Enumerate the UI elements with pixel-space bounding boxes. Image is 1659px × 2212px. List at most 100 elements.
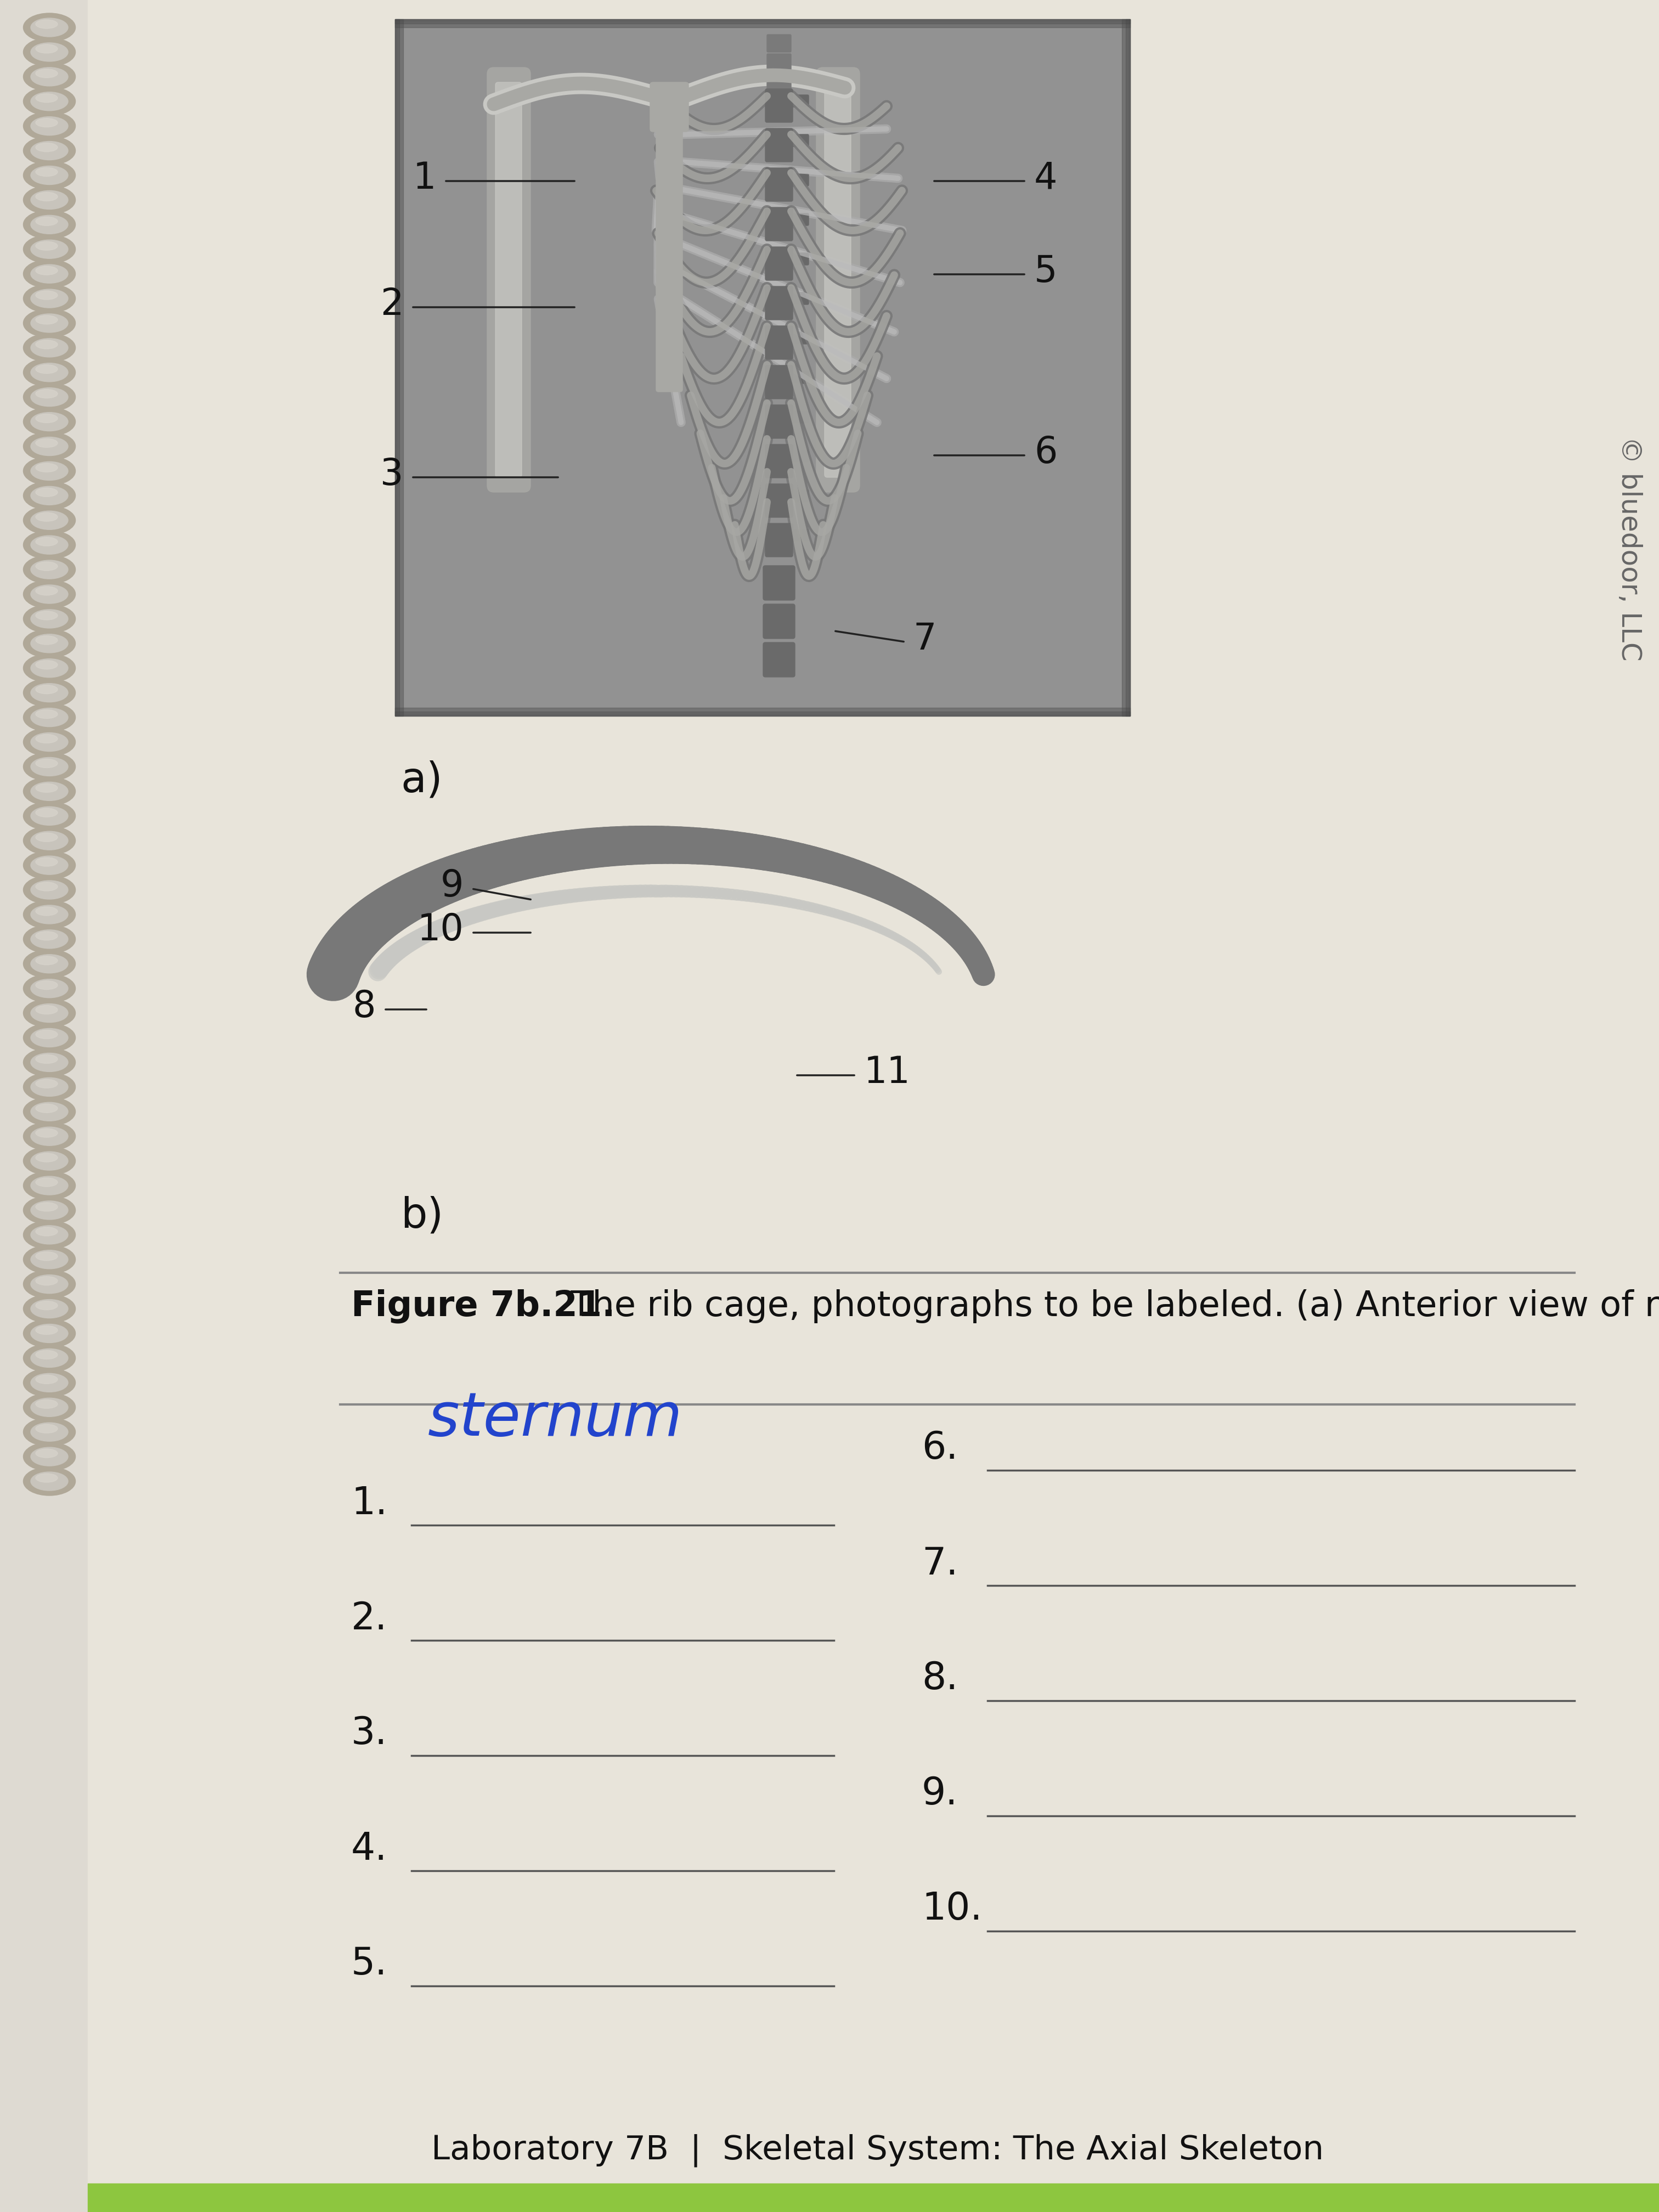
Text: sternum: sternum — [428, 1389, 684, 1449]
Ellipse shape — [32, 783, 68, 801]
Ellipse shape — [35, 69, 58, 77]
FancyBboxPatch shape — [763, 641, 795, 677]
Ellipse shape — [32, 1225, 68, 1243]
Text: 5.: 5. — [352, 1947, 388, 1982]
Ellipse shape — [32, 190, 68, 210]
FancyBboxPatch shape — [650, 82, 688, 133]
FancyBboxPatch shape — [765, 484, 793, 518]
Ellipse shape — [32, 487, 68, 504]
FancyBboxPatch shape — [766, 135, 785, 146]
Ellipse shape — [32, 1053, 68, 1071]
Ellipse shape — [32, 363, 68, 383]
Ellipse shape — [23, 1048, 75, 1077]
Ellipse shape — [23, 482, 75, 511]
Ellipse shape — [32, 856, 68, 874]
Bar — [395, 712, 1130, 717]
Text: 9: 9 — [440, 867, 463, 905]
Ellipse shape — [35, 1128, 58, 1137]
FancyBboxPatch shape — [765, 445, 793, 478]
Ellipse shape — [35, 93, 58, 102]
Ellipse shape — [35, 1079, 58, 1088]
Ellipse shape — [23, 1172, 75, 1199]
Ellipse shape — [23, 234, 75, 263]
Ellipse shape — [35, 117, 58, 126]
Ellipse shape — [23, 1467, 75, 1495]
FancyBboxPatch shape — [790, 529, 808, 542]
Ellipse shape — [35, 365, 58, 374]
Ellipse shape — [32, 142, 68, 159]
Ellipse shape — [32, 1004, 68, 1022]
Ellipse shape — [32, 953, 68, 973]
Ellipse shape — [35, 834, 58, 843]
Ellipse shape — [23, 1097, 75, 1126]
Ellipse shape — [35, 980, 58, 989]
Ellipse shape — [32, 560, 68, 580]
Ellipse shape — [23, 628, 75, 657]
Ellipse shape — [23, 431, 75, 460]
Ellipse shape — [23, 38, 75, 66]
Text: 3.: 3. — [352, 1714, 388, 1752]
Ellipse shape — [35, 538, 58, 546]
Ellipse shape — [35, 611, 58, 619]
Ellipse shape — [35, 883, 58, 891]
Ellipse shape — [23, 210, 75, 239]
FancyBboxPatch shape — [765, 405, 793, 438]
Text: Figure 7b.21.: Figure 7b.21. — [352, 1290, 615, 1323]
FancyBboxPatch shape — [766, 53, 791, 71]
Ellipse shape — [32, 462, 68, 480]
Ellipse shape — [32, 1077, 68, 1097]
Ellipse shape — [23, 703, 75, 732]
Ellipse shape — [35, 316, 58, 325]
Ellipse shape — [23, 1318, 75, 1347]
Ellipse shape — [23, 580, 75, 608]
Ellipse shape — [32, 1374, 68, 1391]
Ellipse shape — [23, 1221, 75, 1250]
Text: Laboratory 7B  |  Skeletal System: The Axial Skeleton: Laboratory 7B | Skeletal System: The Axi… — [431, 2135, 1324, 2168]
Text: 2.: 2. — [352, 1599, 388, 1637]
FancyBboxPatch shape — [765, 248, 793, 281]
Ellipse shape — [23, 407, 75, 436]
FancyBboxPatch shape — [790, 372, 808, 383]
FancyBboxPatch shape — [765, 365, 793, 398]
Ellipse shape — [23, 1369, 75, 1398]
Ellipse shape — [35, 1449, 58, 1458]
Ellipse shape — [23, 310, 75, 338]
Ellipse shape — [23, 186, 75, 215]
FancyBboxPatch shape — [766, 252, 785, 265]
Ellipse shape — [32, 411, 68, 431]
Ellipse shape — [35, 562, 58, 571]
Text: 8: 8 — [353, 989, 377, 1024]
FancyBboxPatch shape — [790, 489, 808, 502]
Ellipse shape — [23, 1418, 75, 1447]
FancyBboxPatch shape — [766, 73, 791, 91]
Text: 5: 5 — [1034, 254, 1057, 290]
FancyBboxPatch shape — [765, 524, 793, 557]
Ellipse shape — [23, 1197, 75, 1225]
Ellipse shape — [23, 456, 75, 484]
FancyBboxPatch shape — [763, 566, 795, 599]
Ellipse shape — [23, 1343, 75, 1371]
Ellipse shape — [23, 113, 75, 139]
FancyBboxPatch shape — [766, 35, 791, 53]
Ellipse shape — [32, 1152, 68, 1170]
FancyBboxPatch shape — [766, 332, 785, 345]
FancyBboxPatch shape — [766, 372, 785, 383]
Bar — [395, 20, 400, 717]
FancyBboxPatch shape — [790, 175, 808, 186]
Ellipse shape — [35, 341, 58, 349]
Text: 10: 10 — [416, 911, 463, 949]
Ellipse shape — [35, 168, 58, 177]
Ellipse shape — [35, 438, 58, 447]
Ellipse shape — [35, 513, 58, 522]
FancyBboxPatch shape — [765, 168, 793, 201]
FancyBboxPatch shape — [790, 95, 808, 106]
FancyBboxPatch shape — [766, 212, 785, 226]
Ellipse shape — [35, 1325, 58, 1334]
Ellipse shape — [23, 531, 75, 560]
Ellipse shape — [35, 635, 58, 644]
Ellipse shape — [35, 489, 58, 498]
Ellipse shape — [23, 679, 75, 708]
FancyBboxPatch shape — [765, 285, 793, 321]
Text: 1.: 1. — [352, 1484, 388, 1522]
Ellipse shape — [35, 44, 58, 53]
